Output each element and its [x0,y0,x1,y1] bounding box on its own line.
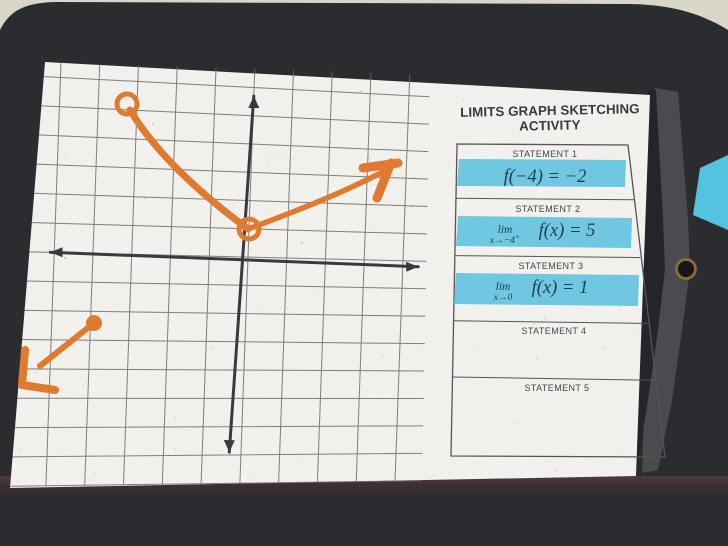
svg-text:f(x) = 5: f(x) = 5 [539,221,596,241]
svg-text:ACTIVITY: ACTIVITY [519,117,581,133]
svg-text:STATEMENT 5: STATEMENT 5 [525,383,590,393]
svg-text:f(x) = 1: f(x) = 1 [532,278,589,298]
svg-text:lim: lim [496,281,511,293]
svg-text:STATEMENT 3: STATEMENT 3 [519,261,584,271]
svg-text:STATEMENT 1: STATEMENT 1 [513,149,578,159]
svg-text:f(−4) = −2: f(−4) = −2 [504,167,587,187]
svg-text:STATEMENT 4: STATEMENT 4 [522,326,587,336]
svg-text:lim: lim [498,224,513,236]
svg-text:x→0: x→0 [493,293,513,303]
svg-text:STATEMENT 2: STATEMENT 2 [516,204,581,214]
